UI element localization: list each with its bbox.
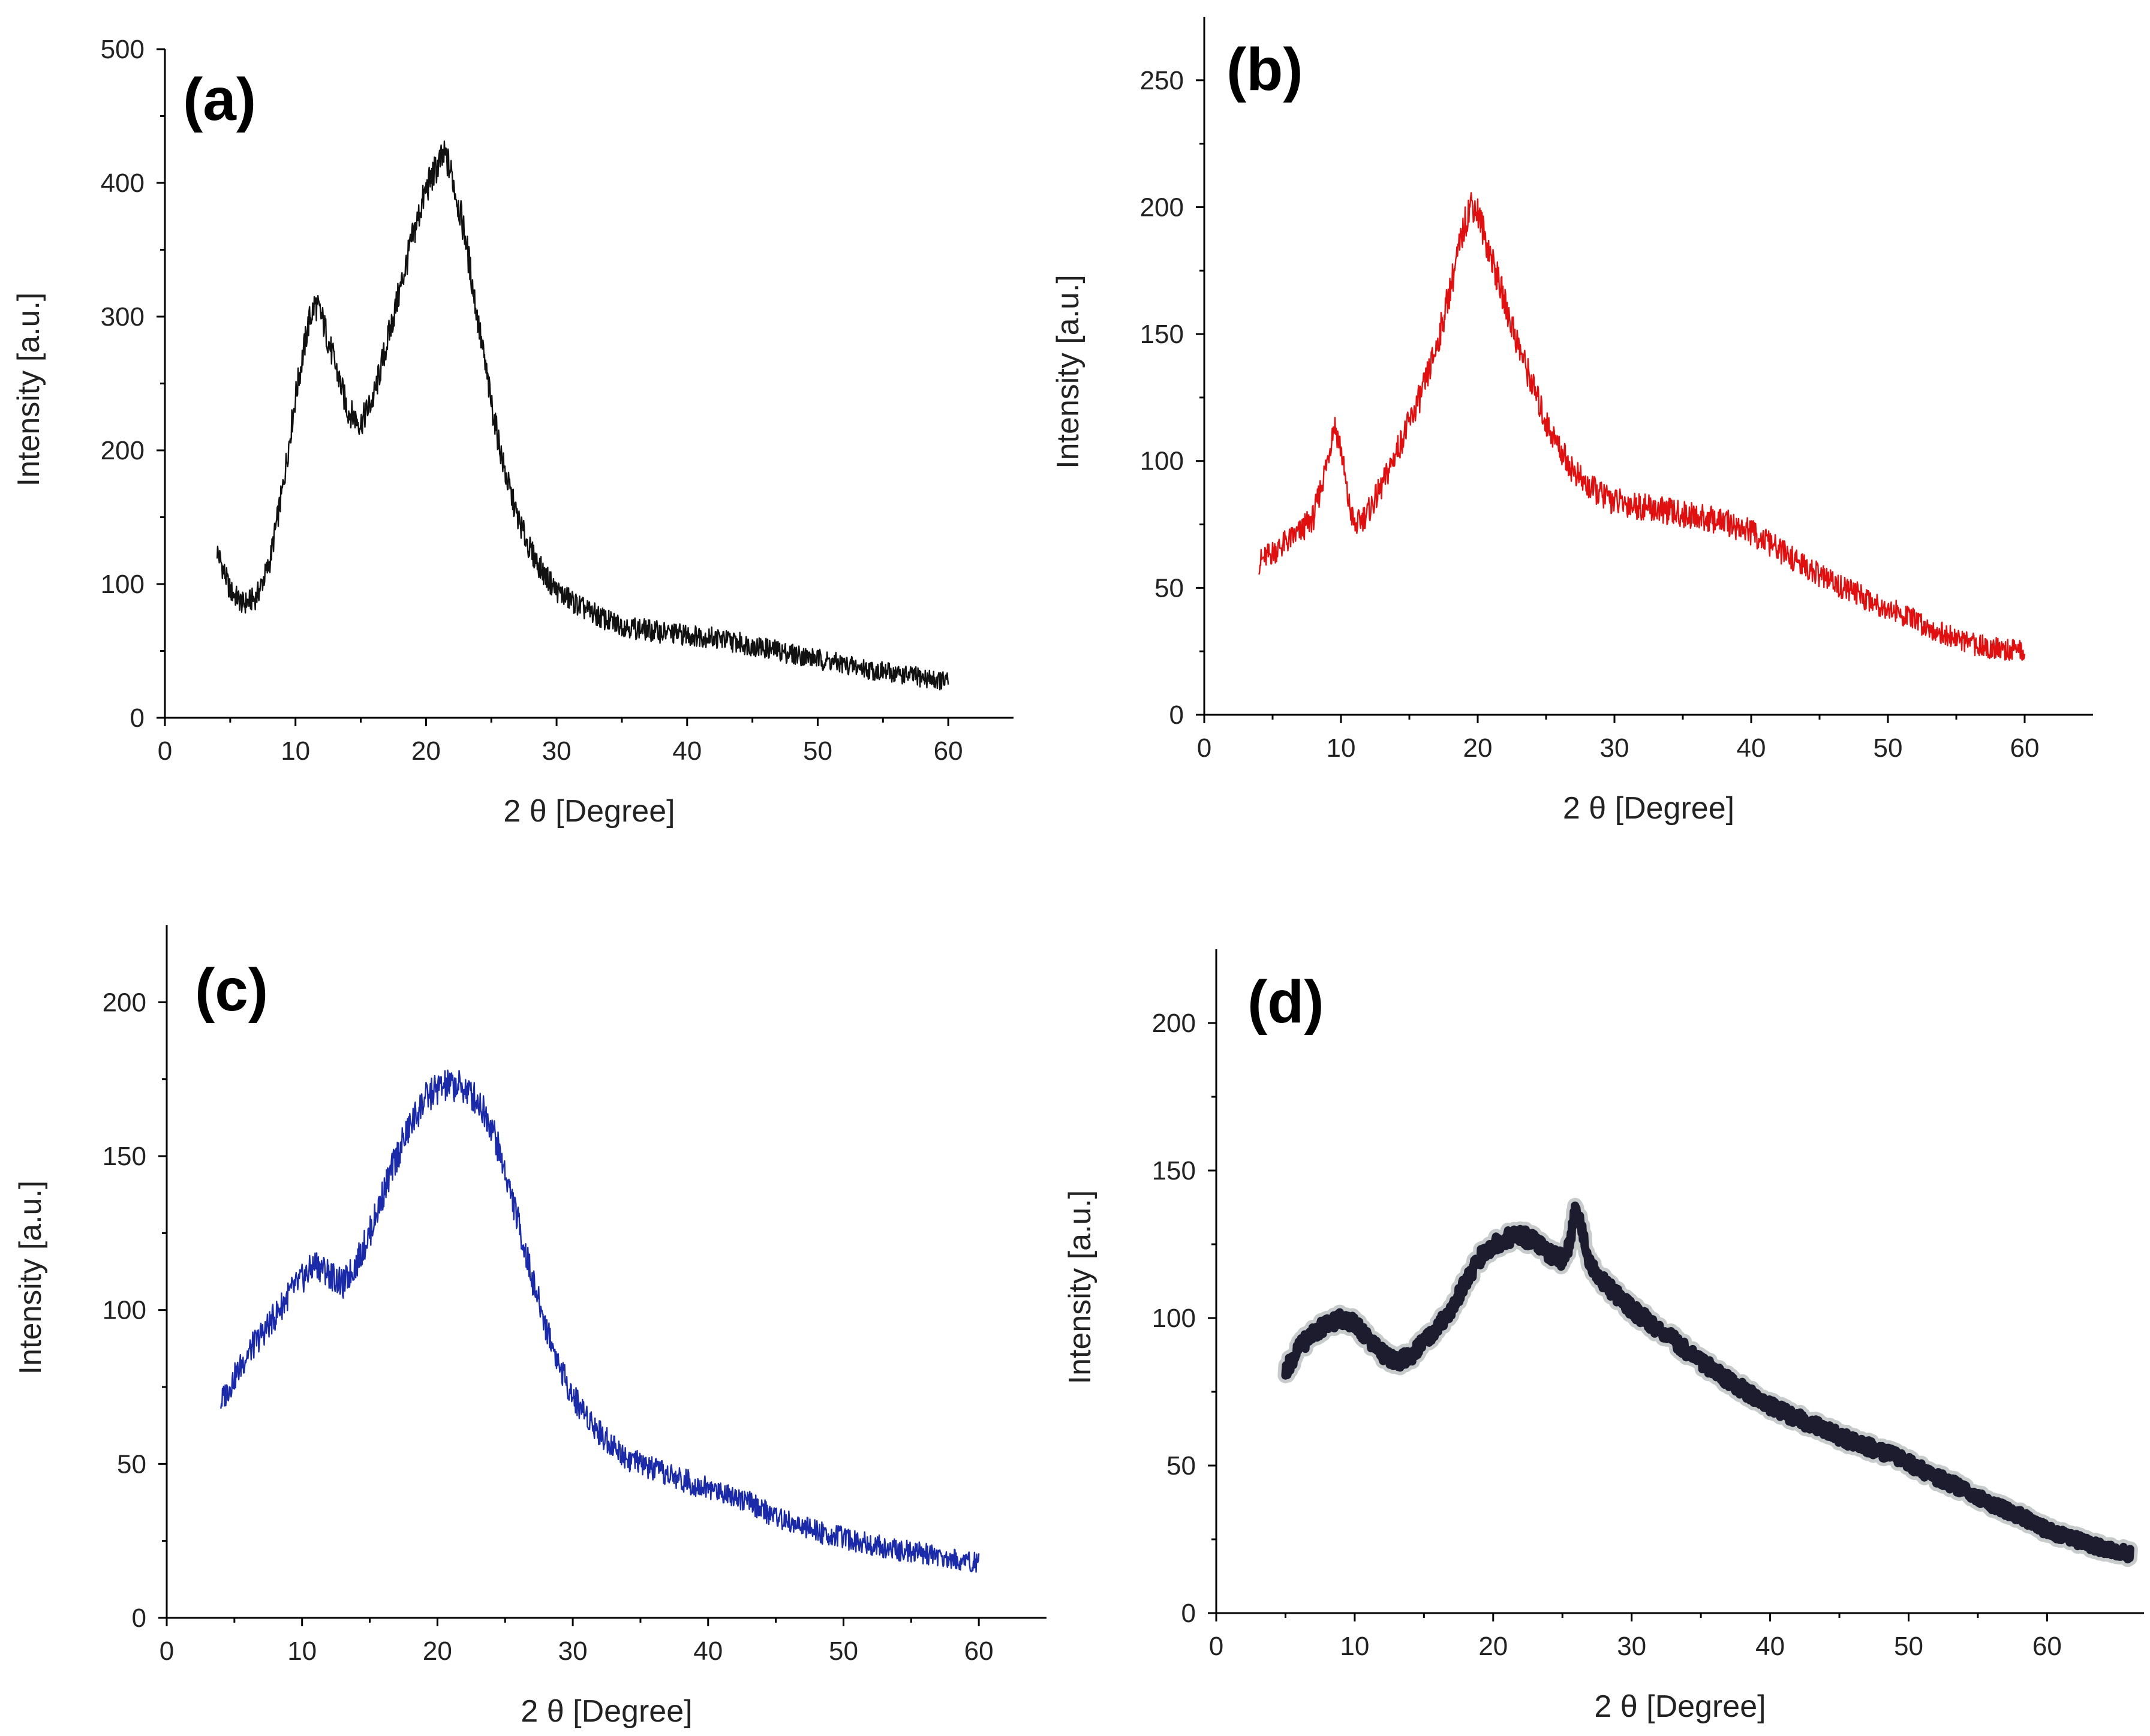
x-tick-label: 40 (1755, 1632, 1785, 1661)
y-tick-label: 400 (101, 169, 145, 198)
y-tick-label: 150 (1152, 1156, 1196, 1186)
x-tick-label: 0 (1197, 733, 1211, 763)
x-tick-label: 40 (1737, 733, 1766, 763)
series-line-d (1281, 1201, 2134, 1564)
x-tick-label: 50 (829, 1636, 858, 1666)
y-tick-label: 50 (1154, 573, 1184, 603)
x-tick-label: 60 (2032, 1632, 2062, 1661)
chart-panel-a: 0 10 20 30 40 50 60 0 100 200 300 400 500 2 θ [Degree… (11, 35, 1014, 829)
x-tick-label: 0 (1209, 1632, 1223, 1661)
x-tick-label: 20 (423, 1636, 452, 1666)
panel-label-d: (d) (1247, 968, 1324, 1036)
x-tick-label: 60 (964, 1636, 994, 1666)
y-tick-label: 200 (103, 988, 146, 1017)
y-tick-label: 100 (1152, 1304, 1196, 1333)
y-tick-label: 100 (1140, 447, 1184, 476)
y-tick-label: 200 (1140, 192, 1184, 222)
panel-label-c: (c) (195, 956, 268, 1024)
y-tick-label: 50 (1166, 1451, 1196, 1481)
x-axis-title-c: 2 θ [Degree] (521, 1694, 692, 1729)
y-axis-title-b: Intensity [a.u.] (1051, 275, 1085, 469)
x-tick-label: 50 (1874, 733, 1903, 763)
x-tick-label: 30 (1600, 733, 1629, 763)
y-tick-label: 0 (1169, 700, 1184, 730)
y-tick-label: 200 (1152, 1009, 1196, 1038)
panel-label-a: (a) (183, 66, 256, 133)
y-axis-title-c: Intensity [a.u.] (13, 1181, 48, 1375)
y-axis-title-a: Intensity [a.u.] (11, 293, 46, 487)
x-tick-label: 30 (1617, 1632, 1646, 1661)
x-tick-label: 60 (2010, 733, 2040, 763)
x-tick-label: 30 (542, 736, 572, 766)
y-tick-label: 0 (130, 703, 145, 733)
y-tick-label: 50 (117, 1449, 146, 1479)
chart-panel-b: 0 10 20 30 40 50 60 0 50 100 150 200 250 2 θ [Degree]… (1051, 17, 2093, 826)
x-tick-label: 10 (287, 1636, 317, 1666)
series-line-b (1258, 192, 2026, 661)
x-tick-label: 20 (1478, 1632, 1508, 1661)
x-tick-label: 0 (158, 736, 172, 766)
y-tick-label: 0 (132, 1603, 146, 1633)
y-tick-label: 250 (1140, 66, 1184, 95)
y-tick-label: 300 (101, 302, 145, 332)
x-axis-title-b: 2 θ [Degree] (1563, 791, 1734, 826)
chart-panel-d: 0 10 20 30 40 50 60 0 50 100 150 200 2 θ [Degree] Int… (1063, 949, 2144, 1724)
y-tick-label: 0 (1181, 1599, 1196, 1628)
y-tick-label: 200 (101, 436, 145, 465)
x-axis-title-a: 2 θ [Degree] (503, 794, 675, 829)
x-tick-label: 10 (281, 736, 310, 766)
x-axis-title-d: 2 θ [Degree] (1594, 1689, 1766, 1724)
x-tick-label: 30 (558, 1636, 588, 1666)
y-axis-title-d: Intensity [a.u.] (1063, 1190, 1097, 1385)
y-tick-label: 150 (103, 1142, 146, 1171)
x-tick-label: 20 (1463, 733, 1493, 763)
panel-label-b: (b) (1226, 36, 1303, 103)
x-tick-label: 0 (160, 1636, 174, 1666)
x-tick-label: 40 (672, 736, 702, 766)
x-tick-label: 50 (803, 736, 832, 766)
y-tick-label: 100 (103, 1296, 146, 1325)
x-tick-label: 10 (1327, 733, 1356, 763)
x-tick-label: 20 (411, 736, 441, 766)
x-tick-label: 60 (934, 736, 963, 766)
x-tick-label: 40 (693, 1636, 723, 1666)
series-line-c (220, 1069, 980, 1573)
series-line-a (216, 140, 949, 691)
y-tick-label: 500 (101, 35, 145, 64)
x-tick-label: 10 (1340, 1632, 1369, 1661)
x-tick-label: 50 (1894, 1632, 1923, 1661)
chart-panel-c: 0 10 20 30 40 50 60 0 50 100 150 200 2 θ [Degree] Int… (13, 925, 1047, 1729)
y-tick-label: 150 (1140, 320, 1184, 349)
y-tick-label: 100 (101, 570, 145, 599)
